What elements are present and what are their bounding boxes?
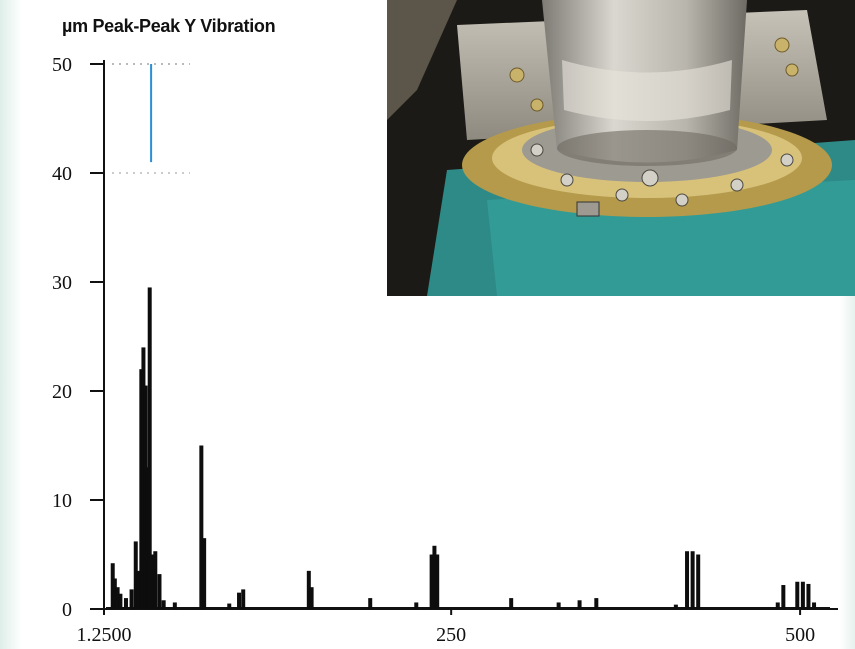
spectrum-bar [685,551,690,609]
spectrum-bar [115,587,120,609]
spectrum-bar [690,551,695,609]
spectrum-bar [110,563,115,609]
spectrum-bar [509,598,514,609]
spectrum-bar [123,598,128,609]
spectrum-bar [143,385,148,609]
spectrum-bar [432,545,437,609]
mechanical-seal-photo [387,0,855,296]
spectrum-bar [118,593,123,609]
y-axis-tick-labels: 0 10 20 30 40 50 [52,54,72,621]
spectrum-bar [147,287,152,609]
y-tick-label: 10 [52,490,72,512]
spectrum-bar [153,551,158,609]
y-tick-label: 20 [52,381,72,403]
spectrum-bar [306,570,311,609]
y-tick-label: 40 [52,163,72,185]
spectrum-bar [368,598,373,609]
spectrum-bar [556,602,561,609]
spectrum-bar [139,369,144,609]
spectrum-bar [241,589,246,609]
spectrum-bar [309,587,314,609]
spectrum-bars [106,287,830,609]
spectrum-bar [157,574,162,609]
spectrum-bar [133,541,138,609]
noise-floor [106,607,830,609]
spectrum-bar [594,598,599,609]
spectrum-bar [199,445,204,609]
spectrum-bar [696,554,701,609]
spectrum-bar [435,554,440,609]
y-axis-ticks [90,63,190,610]
spectrum-bar [227,603,232,609]
x-tick-label: 500 [785,624,815,646]
spectrum-bar [429,554,434,609]
spectrum-bar [775,602,780,609]
spectrum-bar [136,570,141,609]
spectrum-bar [577,600,582,609]
spectrum-bar [112,578,117,609]
x-tick-label: 250 [436,624,466,646]
spectrum-bar [800,581,805,609]
spectrum-bar [414,602,419,609]
x-tick-label: 1.2500 [77,624,132,646]
spectrum-bar [795,581,800,609]
spectrum-bar [150,554,155,609]
y-tick-label: 30 [52,272,72,294]
y-tick-label: 50 [52,54,72,76]
spectrum-bar [673,604,678,609]
x-axis-tick-labels: 1.2500 250 500 [77,609,815,646]
spectrum-bar [145,467,150,609]
chart-title: µm Peak-Peak Y Vibration [62,16,276,36]
spectrum-bar [812,602,817,609]
spectrum-bar [202,538,207,609]
spectrum-bar [806,583,811,609]
spectrum-bar [141,347,146,609]
spectrum-bar [172,602,177,609]
spectrum-bar [781,585,786,609]
y-tick-label: 0 [62,599,72,621]
spectrum-bar [129,589,134,609]
spectrum-bar [161,600,166,609]
spectrum-bar [237,592,242,609]
